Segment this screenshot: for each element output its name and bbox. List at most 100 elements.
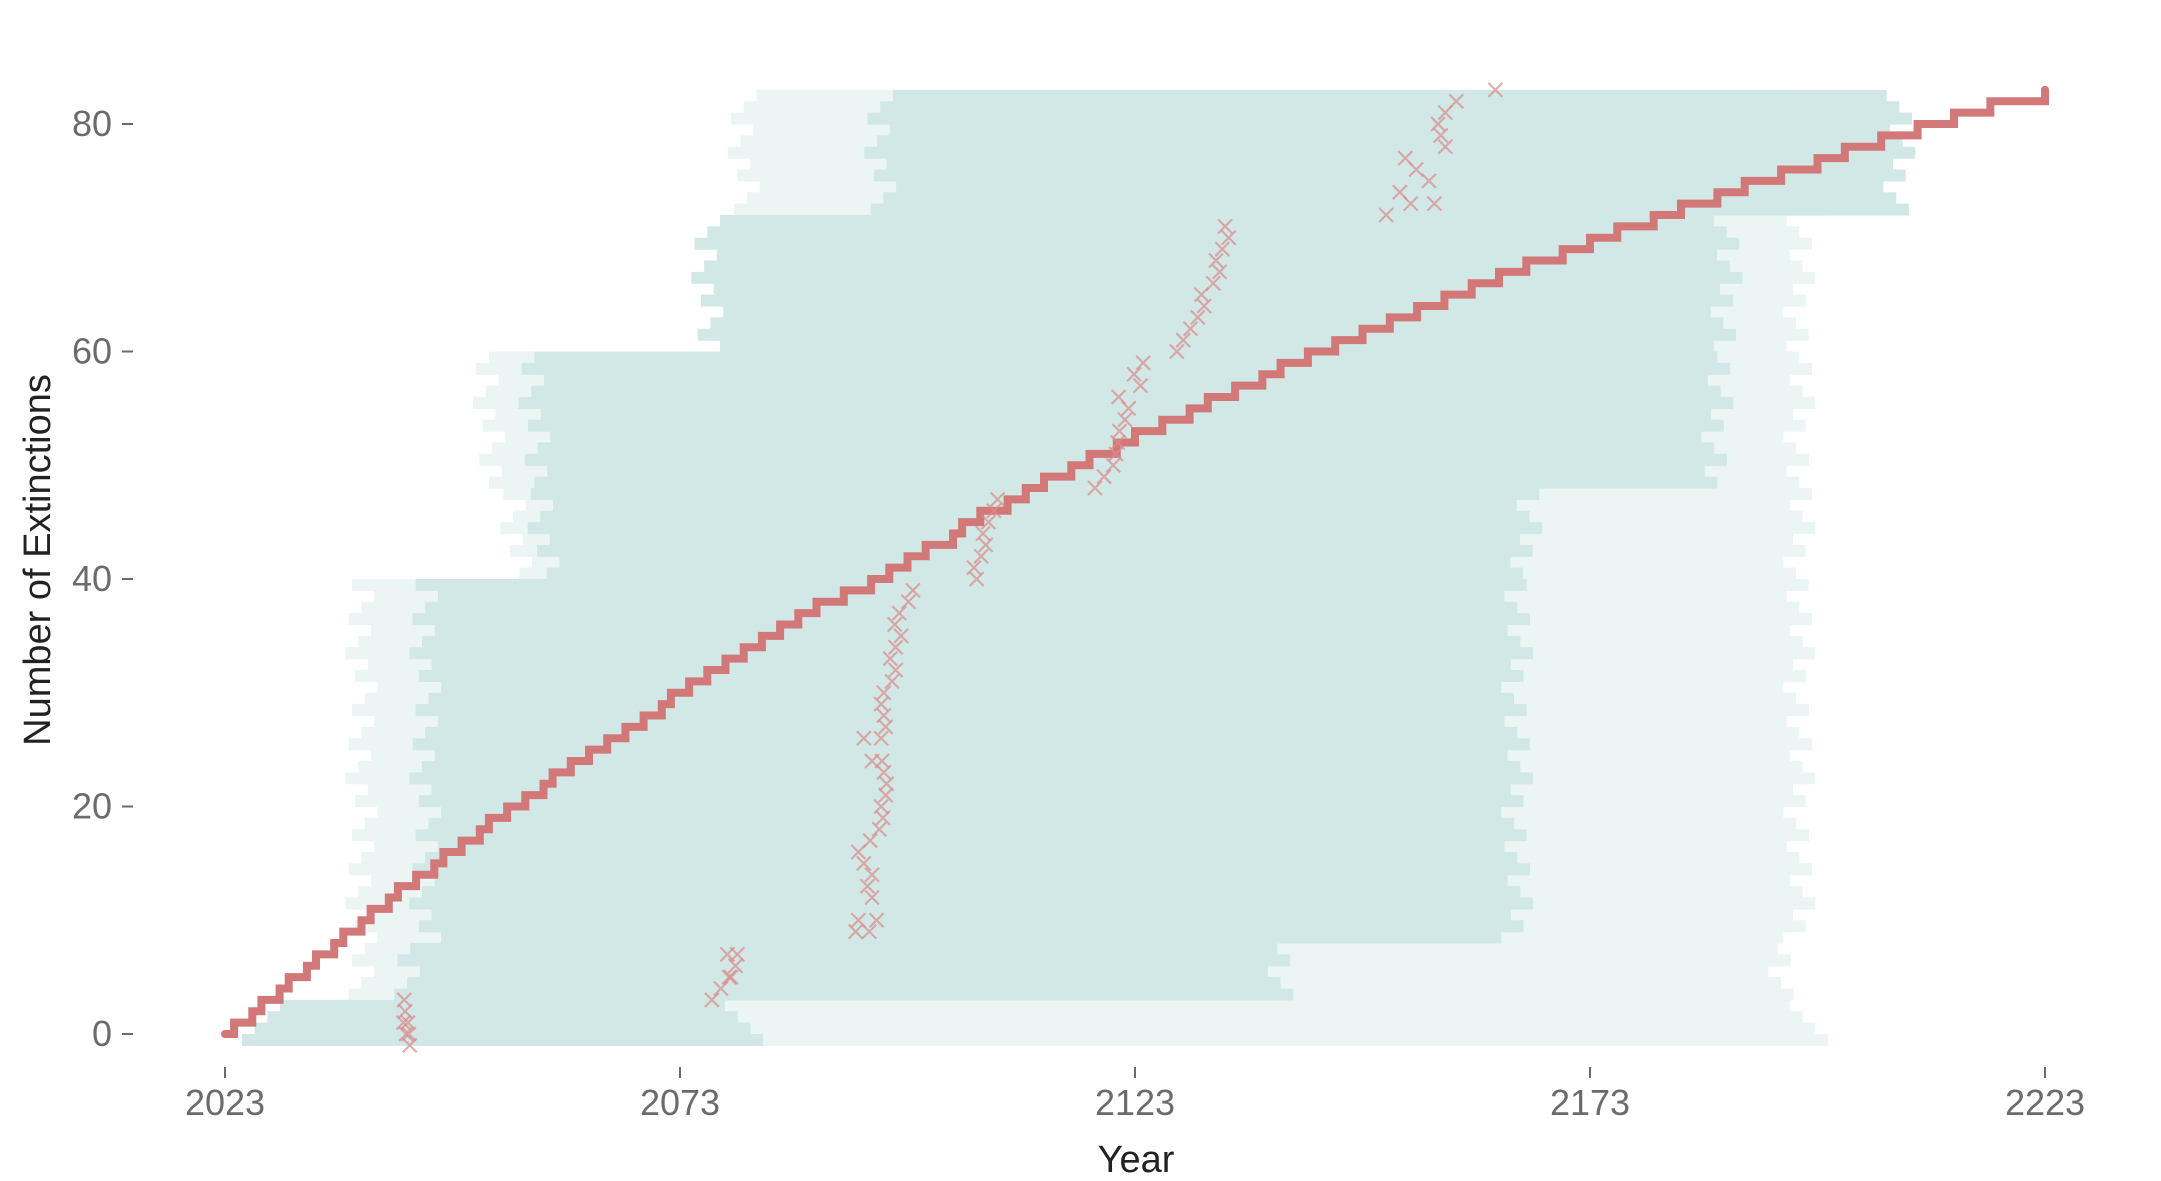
extinction-marker xyxy=(975,525,991,542)
band-inner-row xyxy=(422,761,1521,773)
band-inner-row xyxy=(534,351,1718,364)
band-inner-row xyxy=(720,340,1714,353)
extinction-marker xyxy=(1117,411,1133,428)
extinction-marker xyxy=(1432,127,1449,144)
y-tick-label: 0 xyxy=(92,1013,112,1054)
y-tick-label: 80 xyxy=(72,103,112,144)
y-tick-label: 40 xyxy=(72,558,112,599)
extinction-marker xyxy=(1169,343,1185,360)
extinction-marker xyxy=(1208,252,1224,269)
band-inner-row xyxy=(873,169,1906,182)
extinction-marker xyxy=(882,650,898,667)
extinction-marker xyxy=(876,707,892,724)
band-inner-row xyxy=(431,658,1511,671)
extinction-marker xyxy=(729,946,746,963)
extinction-marker xyxy=(968,571,985,587)
band-inner-row xyxy=(409,897,1534,910)
band-inner-row xyxy=(559,556,1511,569)
extinction-marker xyxy=(1214,241,1231,257)
extinctions-step-line xyxy=(221,85,2049,1038)
step-line xyxy=(221,85,2049,1038)
band-inner-row xyxy=(540,510,1530,523)
y-tick-label: 20 xyxy=(72,786,112,827)
band-outer-row xyxy=(351,1034,1828,1046)
band-inner-row xyxy=(280,999,726,1012)
y-tick-label: 60 xyxy=(72,331,112,372)
band-inner-row xyxy=(418,795,1524,808)
extinction-marker xyxy=(721,969,737,985)
extinction-marker xyxy=(878,775,895,792)
x-tick-label: 2173 xyxy=(1550,1082,1630,1123)
extinction-marker xyxy=(1421,173,1437,189)
band-inner-row xyxy=(527,522,1543,535)
extinction-marker xyxy=(862,832,878,849)
band-inner-row xyxy=(441,931,1502,944)
band-inner-row xyxy=(720,215,1714,227)
extinction-marker xyxy=(1110,389,1127,405)
extinction-marker xyxy=(876,684,892,701)
band-inner-row xyxy=(422,635,1521,648)
band-inner-row xyxy=(409,647,1534,660)
extinction-marker xyxy=(1487,82,1504,98)
band-inner-row xyxy=(428,817,1515,830)
band-inner-row xyxy=(431,783,1511,796)
band-inner-row xyxy=(415,829,1527,842)
band-inner-row xyxy=(425,726,1518,739)
band-inner-row xyxy=(713,283,1721,296)
band-inner-row xyxy=(546,567,1524,580)
extinction-marker xyxy=(1437,138,1454,155)
band-inner-row xyxy=(549,533,1520,546)
extinction-marker xyxy=(873,798,889,815)
extinction-marker xyxy=(1397,150,1414,166)
extinction-marker xyxy=(1392,184,1408,201)
band-inner-row xyxy=(531,385,1721,398)
extinction-marker xyxy=(1126,366,1142,383)
band-inner-row xyxy=(892,89,1887,102)
band-inner-row xyxy=(707,226,1727,239)
extinction-marker xyxy=(900,593,917,610)
band-inner-row xyxy=(704,260,1730,273)
band-inner-row xyxy=(880,101,1900,114)
band-outer-row xyxy=(376,1011,1803,1024)
extinction-marker xyxy=(1096,468,1112,485)
extinction-marker xyxy=(861,923,878,940)
band-outer-row xyxy=(389,999,1790,1012)
band-inner-row xyxy=(428,692,1515,705)
extinction-marker xyxy=(887,639,904,656)
band-inner-row xyxy=(867,112,1913,125)
extinction-marker xyxy=(856,730,872,747)
band-inner-row xyxy=(537,544,1533,557)
band-inner-row xyxy=(415,704,1527,717)
extinction-marker xyxy=(1211,264,1228,280)
x-tick-label: 2223 xyxy=(2005,1082,2085,1123)
band-inner-row xyxy=(419,965,1268,978)
extinction-marker xyxy=(859,878,876,894)
x-tick-label: 2023 xyxy=(185,1082,265,1123)
x-axis-title: Year xyxy=(1098,1139,1175,1181)
band-inner-row xyxy=(886,158,1894,171)
band-inner-row xyxy=(431,908,1511,921)
band-inner-row xyxy=(425,852,1518,864)
band-inner-row xyxy=(691,271,1743,284)
band-inner-row xyxy=(397,954,1291,967)
x-tick-label: 2123 xyxy=(1095,1082,1175,1123)
band-inner-row xyxy=(883,192,1897,205)
band-inner-row xyxy=(697,328,1737,341)
band-inner-row xyxy=(410,943,1278,955)
extinction-marker xyxy=(1378,207,1394,223)
extinction-marker xyxy=(856,855,872,872)
extinction-marker xyxy=(871,821,888,838)
band-inner-row xyxy=(418,920,1524,933)
band-inner-row xyxy=(877,135,1903,148)
extinction-marker xyxy=(873,730,889,747)
extinction-marker xyxy=(884,673,900,690)
extinction-marker xyxy=(887,662,904,678)
band-inner-row xyxy=(700,294,1733,307)
band-outer-row xyxy=(363,1022,1816,1035)
band-inner-row xyxy=(267,1011,738,1024)
band-inner-row xyxy=(241,1034,764,1046)
band-inner-row xyxy=(394,988,1294,1001)
band-inner-row xyxy=(441,681,1502,694)
extinction-marker xyxy=(1196,298,1212,314)
